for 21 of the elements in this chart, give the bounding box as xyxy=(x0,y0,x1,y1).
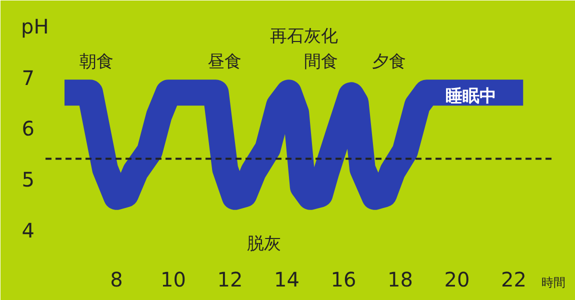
annotation: 昼食 xyxy=(207,52,242,72)
annotation: 夕食 xyxy=(372,52,406,72)
x-tick-label: 16 xyxy=(330,268,356,292)
annotation: 脱灰 xyxy=(247,234,282,254)
x-tick-label: 22 xyxy=(501,268,526,292)
x-tick-label: 18 xyxy=(388,268,413,292)
y-tick-label: 4 xyxy=(22,218,35,242)
y-axis-title: pH xyxy=(21,14,49,38)
x-tick-label: 20 xyxy=(444,268,470,292)
annotation: 朝食 xyxy=(80,52,114,72)
y-tick-label: 7 xyxy=(22,66,35,90)
x-tick-label: 12 xyxy=(217,268,243,292)
x-axis-title: 時間 xyxy=(542,276,566,290)
annotation: 間食 xyxy=(304,52,338,72)
annotation: 再石灰化 xyxy=(270,26,338,47)
y-tick-label: 5 xyxy=(22,168,35,192)
x-tick-label: 14 xyxy=(274,268,300,292)
y-tick-label: 6 xyxy=(22,116,35,141)
x-tick-label: 8 xyxy=(110,268,123,292)
x-tick-label: 10 xyxy=(160,268,186,292)
annotation: 睡眠中 xyxy=(446,86,497,107)
